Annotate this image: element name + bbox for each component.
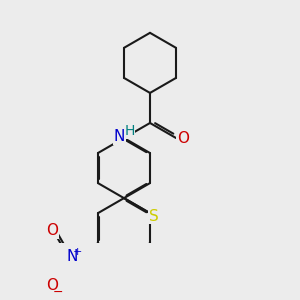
Text: O: O [46,278,58,293]
Text: S: S [149,208,158,224]
Text: N: N [114,129,125,144]
Text: N: N [66,249,78,264]
Text: O: O [177,130,189,146]
Text: +: + [73,247,82,256]
Text: O: O [46,223,58,238]
Text: H: H [124,124,135,138]
Text: −: − [53,286,64,299]
